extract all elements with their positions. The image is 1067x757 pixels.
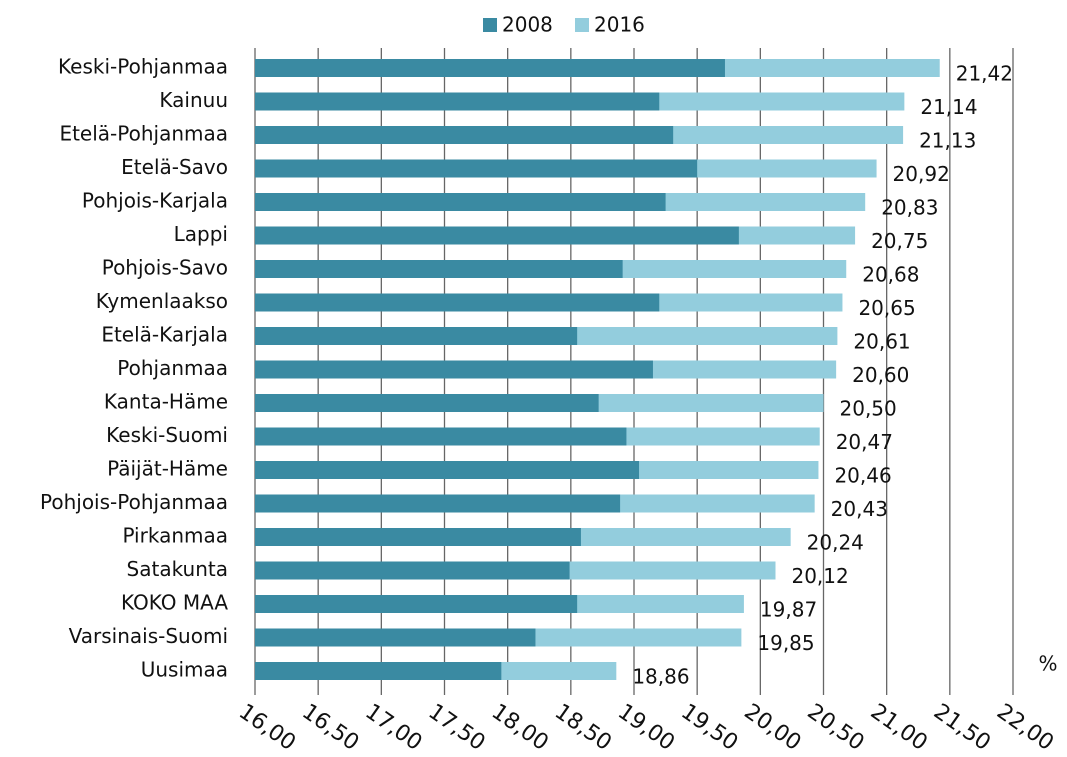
bar — [255, 394, 599, 412]
y-tick-label: Kymenlaakso — [96, 289, 228, 313]
bar — [255, 92, 660, 111]
data-label: 21,13 — [919, 129, 976, 153]
x-tick-label: 18,00 — [487, 699, 553, 756]
data-label: 20,47 — [836, 430, 893, 454]
x-tick-label: 16,50 — [297, 699, 363, 756]
x-tick-label: 22,00 — [992, 699, 1058, 756]
data-label: 20,92 — [893, 162, 950, 186]
data-label: 19,87 — [760, 598, 817, 622]
y-tick-label: Etelä-Karjala — [101, 323, 228, 347]
data-label: 20,12 — [791, 564, 848, 588]
bar — [255, 327, 578, 345]
x-tick-label: 19,50 — [676, 699, 742, 756]
y-tick-label: Pirkanmaa — [122, 524, 228, 548]
x-tick-label: 18,50 — [550, 699, 616, 756]
bar — [255, 193, 666, 211]
bar — [255, 59, 725, 77]
legend-swatch — [483, 18, 497, 32]
data-label: 20,43 — [831, 497, 888, 521]
y-tick-label: Etelä-Pohjanmaa — [59, 122, 228, 146]
y-tick-label: Satakunta — [127, 557, 228, 581]
y-tick-label: Pohjois-Karjala — [82, 189, 228, 213]
y-tick-label: Päijät-Häme — [107, 457, 228, 481]
y-tick-label: Keski-Pohjanmaa — [58, 55, 228, 79]
bar — [255, 427, 627, 446]
data-label: 19,85 — [757, 631, 814, 655]
bar — [255, 662, 502, 680]
x-tick-label: 17,50 — [424, 699, 490, 756]
x-tick-label: 20,00 — [739, 699, 805, 756]
x-tick-label: 21,00 — [866, 699, 932, 756]
data-label: 20,50 — [840, 397, 897, 421]
x-tick-label: 20,50 — [803, 699, 869, 756]
y-tick-label: Pohjois-Savo — [102, 256, 228, 280]
bar — [255, 595, 578, 613]
bar — [255, 494, 621, 513]
data-label: 20,61 — [853, 330, 910, 354]
data-label: 18,86 — [632, 665, 689, 689]
x-tick-label: 16,00 — [234, 699, 300, 756]
y-tick-label: Lappi — [174, 222, 228, 246]
data-label: 20,60 — [852, 363, 909, 387]
y-tick-label: Etelä-Savo — [121, 155, 228, 179]
bar — [255, 461, 640, 479]
bar — [255, 360, 653, 379]
bar — [255, 159, 698, 178]
y-tick-label: Kainuu — [159, 88, 228, 112]
legend-label: 2016 — [594, 13, 645, 37]
legend-swatch — [575, 18, 589, 32]
y-tick-label: Pohjois-Pohjanmaa — [40, 490, 228, 514]
y-tick-label: Keski-Suomi — [106, 423, 228, 447]
data-label: 20,24 — [807, 531, 864, 555]
bar — [255, 528, 581, 546]
x-tick-label: 19,00 — [613, 699, 679, 756]
bar — [255, 628, 536, 647]
data-label: 20,75 — [871, 229, 928, 253]
x-tick-label: 21,50 — [929, 699, 995, 756]
data-label: 20,46 — [834, 464, 891, 488]
bar — [255, 561, 570, 580]
bar — [255, 226, 739, 245]
bar — [255, 293, 660, 312]
y-tick-label: Varsinais-Suomi — [69, 624, 228, 648]
y-tick-label: Uusimaa — [141, 658, 228, 682]
data-label: 20,65 — [858, 296, 915, 320]
bar — [255, 126, 674, 144]
unit-label: % — [1038, 652, 1057, 676]
data-label: 21,14 — [920, 95, 977, 119]
data-label: 21,42 — [956, 62, 1013, 86]
x-tick-label: 17,00 — [360, 699, 426, 756]
data-label: 20,83 — [881, 196, 938, 220]
y-tick-label: KOKO MAA — [121, 591, 228, 615]
y-tick-label: Kanta-Häme — [104, 390, 228, 414]
y-tick-label: Pohjanmaa — [117, 356, 228, 380]
legend-label: 2008 — [502, 13, 553, 37]
bar — [255, 260, 623, 278]
data-label: 20,68 — [862, 263, 919, 287]
